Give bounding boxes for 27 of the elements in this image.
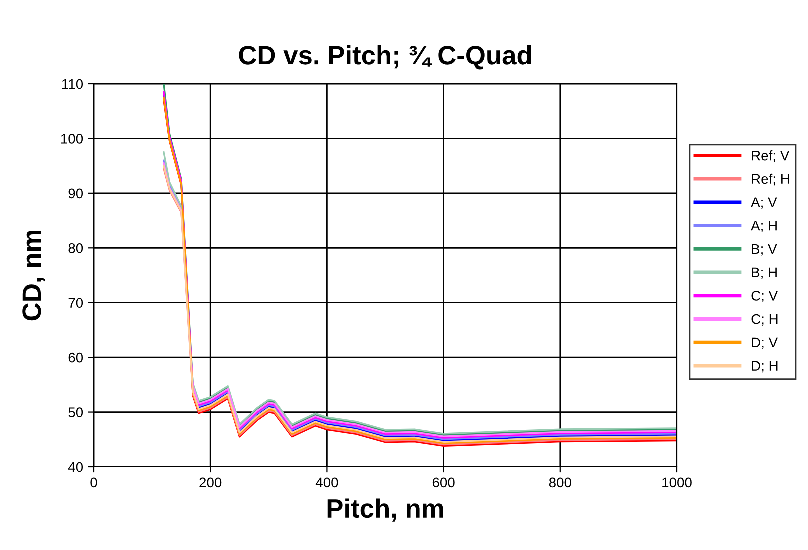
legend-label: B; H: [752, 268, 777, 280]
x-tick-label: 800: [549, 478, 572, 488]
y-tick-label: 110: [62, 79, 84, 90]
legend-label: C; V: [752, 291, 778, 303]
legend-label: D; V: [752, 338, 778, 350]
x-tick-label: 200: [200, 478, 222, 488]
legend-label: D; H: [752, 361, 778, 373]
x-tick-label: 400: [316, 478, 338, 488]
y-tick-label: 100: [61, 134, 84, 144]
x-tick-label: 600: [432, 478, 455, 488]
legend-label: C; H: [752, 314, 778, 326]
y-tick-label: 60: [68, 352, 84, 363]
x-axis-title: Pitch, nm: [328, 498, 444, 522]
legend-label: Ref; H: [752, 174, 790, 186]
legend-label: Ref; V: [752, 150, 790, 162]
chart-title: CD vs. Pitch; ¾ C-Quad: [239, 45, 532, 70]
y-tick-label: 80: [68, 243, 84, 254]
y-tick-label: 40: [68, 462, 84, 472]
y-axis-title: CD, nm: [22, 230, 46, 321]
legend-label: A; H: [751, 221, 777, 232]
legend-label: A; V: [751, 198, 778, 210]
x-tick-label: 0: [90, 478, 98, 488]
legend-label: B; V: [752, 244, 778, 256]
x-tick-label: 1000: [662, 478, 692, 488]
y-tick-label: 90: [68, 188, 84, 199]
y-tick-label: 50: [68, 408, 84, 418]
y-tick-label: 70: [68, 298, 84, 308]
